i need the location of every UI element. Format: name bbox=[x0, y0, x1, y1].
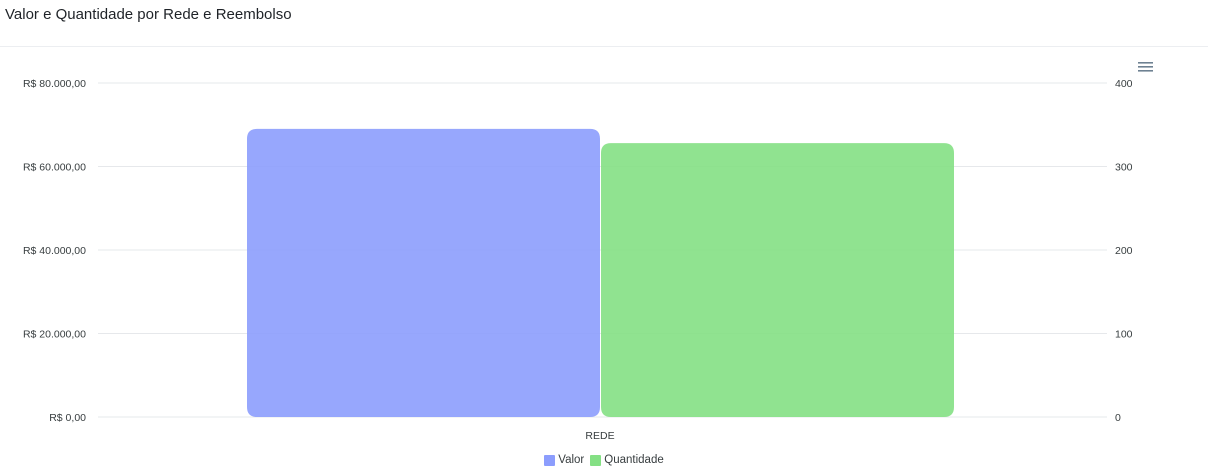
x-category-label: REDE bbox=[585, 430, 614, 442]
chart-title: Valor e Quantidade por Rede e Reembolso bbox=[5, 6, 292, 23]
hamburger-menu-icon[interactable] bbox=[1137, 60, 1155, 74]
legend-label: Quantidade bbox=[604, 454, 664, 466]
y-left-tick-label: R$ 0,00 bbox=[49, 412, 86, 424]
legend-item-quantidade[interactable]: Quantidade bbox=[590, 454, 664, 466]
y-left-tick-label: R$ 40.000,00 bbox=[23, 245, 86, 257]
y-right-tick-label: 200 bbox=[1115, 245, 1133, 257]
legend-marker bbox=[544, 454, 556, 466]
y-left-tick-label: R$ 60.000,00 bbox=[23, 162, 86, 174]
y-right-tick-label: 400 bbox=[1115, 78, 1133, 90]
y-left-tick-label: R$ 20.000,00 bbox=[23, 329, 86, 341]
legend-item-valor[interactable]: Valor bbox=[544, 454, 584, 466]
chart-card-header: Valor e Quantidade por Rede e Reembolso bbox=[0, 0, 1208, 47]
chart-legend: Valor Quantidade bbox=[0, 454, 1208, 469]
y-left-tick-label: R$ 80.000,00 bbox=[23, 78, 86, 90]
bar-valor bbox=[247, 128, 600, 418]
legend-marker bbox=[590, 454, 602, 466]
y-right-tick-label: 0 bbox=[1115, 412, 1121, 424]
y-right-tick-label: 300 bbox=[1115, 162, 1133, 174]
bar-quantidade bbox=[601, 143, 954, 417]
legend-label: Valor bbox=[558, 454, 585, 466]
y-right-tick-label: 100 bbox=[1115, 329, 1133, 341]
